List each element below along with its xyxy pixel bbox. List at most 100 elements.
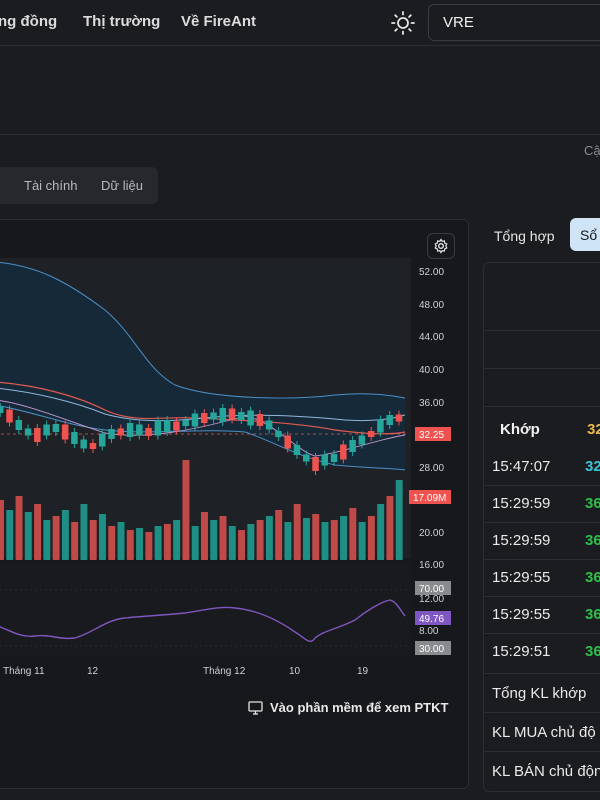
row-divider [484, 712, 600, 713]
volume-bar [377, 504, 385, 560]
volume-bar [340, 516, 348, 560]
trade-row: 15:29:55 36 [484, 596, 600, 633]
candle-body [6, 409, 13, 423]
candle-body [247, 410, 254, 426]
time-tick: 12 [87, 666, 99, 677]
price-tick: 16.00 [419, 560, 444, 571]
candle-body [321, 454, 329, 466]
candle-body [182, 420, 189, 426]
candle-body [293, 445, 301, 455]
candle-body [43, 424, 50, 436]
time-tick: 10 [289, 666, 301, 677]
tab-so-lenh[interactable]: Sổ [570, 218, 600, 251]
volume-bar [52, 516, 60, 560]
candle-body [34, 428, 41, 442]
trade-price: 36 [585, 569, 600, 586]
candle-body [265, 420, 273, 430]
candle-body [52, 424, 60, 432]
price-tick: 48.00 [419, 300, 444, 311]
tab-tai-chinh[interactable]: Tài chính [24, 178, 78, 193]
nav-item-ve-fireant[interactable]: Về FireAnt [181, 13, 257, 30]
volume-bar [275, 510, 283, 560]
volume-bar [367, 516, 375, 560]
volume-bar [191, 526, 199, 560]
candle-body [330, 454, 338, 462]
volume-bar [15, 496, 23, 560]
volume-bar [238, 530, 246, 560]
trade-time: 15:29:59 [492, 495, 551, 512]
volume-bar [99, 514, 106, 560]
candle-body [284, 435, 291, 449]
price-tick: 44.00 [419, 332, 444, 343]
volume-bar [34, 504, 42, 560]
volume-bar [80, 504, 88, 560]
candle-body [367, 431, 375, 437]
row-divider [484, 485, 600, 486]
price-tick: 20.00 [419, 528, 444, 539]
candle-body [201, 413, 208, 423]
candle-body [386, 415, 393, 425]
candle-body [15, 420, 23, 430]
candle-body [210, 412, 217, 420]
candle-body [163, 420, 171, 432]
row-divider [484, 633, 600, 634]
candle-body [377, 419, 384, 433]
nav-item-thi-truong[interactable]: Thị trường [83, 13, 161, 30]
monitor-icon [248, 700, 263, 715]
volume-bar [247, 524, 255, 560]
volume-bar [136, 528, 144, 560]
candle-body [136, 424, 143, 436]
candle-body [117, 428, 125, 436]
candle-body [312, 457, 319, 471]
candle-body [173, 421, 180, 431]
row-divider [484, 751, 600, 752]
stock-search-field[interactable] [428, 4, 600, 41]
volume-bar [126, 530, 134, 560]
current-price-tag: 32.25 [419, 430, 444, 441]
trade-row: 15:29:59 36 [484, 485, 600, 522]
volume-bar [61, 510, 69, 560]
time-tick: 19 [357, 666, 369, 677]
candle-body [89, 443, 97, 449]
candle-body [238, 412, 245, 420]
volume-bar [293, 504, 301, 560]
candle-body [395, 414, 403, 422]
volume-tag: 17.09M [413, 493, 446, 504]
trade-time: 15:29:51 [492, 643, 551, 660]
open-ta-software-link[interactable]: Vào phần mềm để xem PTKT [248, 700, 448, 715]
bollinger-band-area [0, 262, 406, 471]
top-navigation-bar: ng đồng Thị trường Về FireAnt [0, 0, 600, 46]
volume-bar [117, 522, 125, 560]
candle-body [340, 444, 347, 460]
candle-body [358, 435, 366, 445]
sun-icon[interactable] [390, 10, 416, 36]
trade-row: 15:29:51 36 [484, 633, 600, 670]
price-tick: 36.00 [419, 398, 444, 409]
volume-bar [43, 520, 51, 560]
price-candles [0, 403, 403, 475]
price-tick: 40.00 [419, 365, 444, 376]
search-input[interactable] [429, 5, 600, 40]
trade-price: 36 [585, 606, 600, 623]
trade-time: 15:29:55 [492, 569, 551, 586]
volume-bar [256, 520, 264, 560]
volume-bar [386, 496, 394, 560]
tab-tong-hop[interactable]: Tổng hợp [494, 228, 555, 244]
candle-body [80, 439, 87, 449]
candle-body [219, 408, 227, 422]
candle-body [108, 429, 115, 439]
open-ta-software-label: Vào phần mềm để xem PTKT [270, 700, 449, 715]
candlestick-chart[interactable]: 52.00 48.00 44.00 40.00 36.00 28.00 24.0… [0, 220, 469, 789]
volume-bar [219, 516, 227, 560]
tab-du-lieu[interactable]: Dữ liệu [101, 178, 143, 193]
trade-price: 36 [585, 495, 600, 512]
rsi-tick: 12.00 [419, 594, 444, 605]
row-divider [484, 368, 600, 369]
nav-item-cong-dong[interactable]: ng đồng [0, 13, 58, 30]
volume-bar [145, 532, 153, 560]
volume-bar [358, 522, 366, 560]
trade-row: 15:29:55 36 [484, 559, 600, 596]
volume-bar [182, 460, 190, 560]
volume-bar [330, 520, 338, 560]
chart-settings-button[interactable] [427, 233, 455, 259]
